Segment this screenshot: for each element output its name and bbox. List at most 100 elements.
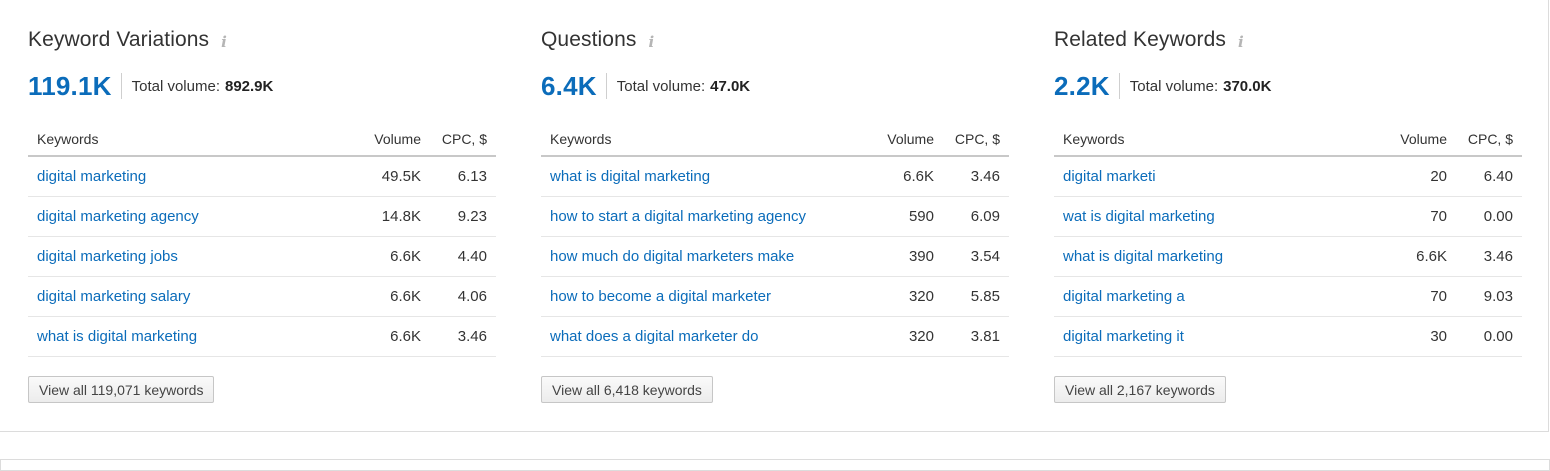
volume-cell: 320 <box>856 316 934 357</box>
cpc-cell: 3.54 <box>934 236 1009 277</box>
table-row: wat is digital marketing 70 0.00 <box>1054 196 1522 237</box>
keyword-link[interactable]: digital marketing jobs <box>28 236 343 277</box>
info-icon[interactable]: i <box>648 32 655 51</box>
widget-title: Related Keywords <box>1054 28 1227 51</box>
keyword-link[interactable]: wat is digital marketing <box>1054 196 1369 237</box>
total-volume-label: Total volume: <box>131 77 220 95</box>
column-header-keywords[interactable]: Keywords <box>541 122 856 157</box>
table-row: how much do digital marketers make 390 3.5… <box>541 236 1009 277</box>
table-row: digital marketing salary 6.6K 4.06 <box>28 276 496 317</box>
keywords-table: Keywords Volume CPC, $ digital marketi 20… <box>1054 122 1522 357</box>
table-body: what is digital marketing 6.6K 3.46 how to … <box>541 156 1009 357</box>
cpc-cell: 5.85 <box>934 276 1009 317</box>
cpc-cell: 6.13 <box>421 156 496 197</box>
keyword-link[interactable]: what does a digital marketer do <box>541 316 856 357</box>
keyword-link[interactable]: digital marketing salary <box>28 276 343 317</box>
keyword-link[interactable]: how to start a digital marketing agency <box>541 196 856 237</box>
info-icon[interactable]: i <box>1238 32 1244 51</box>
volume-cell: 20 <box>1369 156 1447 197</box>
cpc-cell: 0.00 <box>1447 196 1522 237</box>
keyword-link[interactable]: what is digital marketing <box>28 316 343 357</box>
widget-title: Questions <box>541 28 637 51</box>
volume-cell: 320 <box>856 276 934 317</box>
view-all-keywords-button[interactable]: View all 2,167 keywords <box>1054 376 1226 403</box>
volume-cell: 6.6K <box>856 156 934 197</box>
cpc-cell: 3.46 <box>934 156 1009 197</box>
widget-header: Keyword Variations i <box>28 26 227 54</box>
keyword-overview-card: Keyword Variations i 119.1K Total volume… <box>0 0 1549 432</box>
table-row: digital marketing jobs 6.6K 4.40 <box>28 236 496 277</box>
keyword-link[interactable]: what is digital marketing <box>1054 236 1369 277</box>
widget-header: Related Keywords i <box>1054 26 1244 54</box>
volume-cell: 590 <box>856 196 934 237</box>
cpc-cell: 9.03 <box>1447 276 1522 317</box>
column-header-volume[interactable]: Volume <box>1369 122 1447 157</box>
column-header-cpc[interactable]: CPC, $ <box>934 122 1009 157</box>
keywords-table: Keywords Volume CPC, $ digital marketing… <box>28 122 496 357</box>
total-volume-value: 370.0K <box>1223 77 1272 95</box>
total-volume-label: Total volume: <box>616 77 706 95</box>
widget-header: Questions i <box>541 26 654 54</box>
keywords-table: Keywords Volume CPC, $ what is digital m… <box>541 122 1009 357</box>
volume-cell: 6.6K <box>1369 236 1447 277</box>
volume-cell: 390 <box>856 236 934 277</box>
total-volume-value: 47.0K <box>710 77 751 95</box>
cpc-cell: 3.81 <box>934 316 1009 357</box>
metric-divider <box>1118 73 1120 99</box>
keyword-link[interactable]: digital marketing a <box>1054 276 1369 317</box>
column-header-volume[interactable]: Volume <box>856 122 934 157</box>
volume-cell: 6.6K <box>343 236 421 277</box>
keyword-count[interactable]: 119.1K <box>28 70 112 101</box>
keyword-count[interactable]: 2.2K <box>1054 70 1110 101</box>
keyword-count[interactable]: 6.4K <box>541 70 597 101</box>
cpc-cell: 6.09 <box>934 196 1009 237</box>
keyword-link[interactable]: digital marketing agency <box>28 196 343 237</box>
table-row: digital marketing 49.5K 6.13 <box>28 156 496 197</box>
info-icon[interactable]: i <box>221 32 227 51</box>
volume-cell: 6.6K <box>343 276 421 317</box>
volume-cell: 70 <box>1369 196 1447 237</box>
table-row: digital marketing agency 14.8K 9.23 <box>28 196 496 237</box>
column-header-keywords[interactable]: Keywords <box>1054 122 1369 157</box>
keyword-link[interactable]: digital marketi <box>1054 156 1369 197</box>
keyword-link[interactable]: how to become a digital marketer <box>541 276 856 317</box>
cpc-cell: 4.06 <box>421 276 496 317</box>
view-all-keywords-button[interactable]: View all 6,418 keywords <box>541 376 713 403</box>
total-volume-label: Total volume: <box>1129 77 1219 95</box>
cpc-cell: 4.40 <box>421 236 496 277</box>
keyword-link[interactable]: digital marketing <box>28 156 343 197</box>
table-row: digital marketi 20 6.40 <box>1054 156 1522 197</box>
keyword-link[interactable]: digital marketing it <box>1054 316 1369 357</box>
volume-cell: 30 <box>1369 316 1447 357</box>
widget-title: Keyword Variations <box>28 28 210 51</box>
table-row: digital marketing it 30 0.00 <box>1054 316 1522 357</box>
table-row: what is digital marketing 6.6K 3.46 <box>541 156 1009 197</box>
table-body: digital marketi 20 6.40 wat is digital mark… <box>1054 156 1522 357</box>
metric-divider <box>120 73 122 99</box>
cpc-cell: 6.40 <box>1447 156 1522 197</box>
column-header-cpc[interactable]: CPC, $ <box>421 122 496 157</box>
column-header-keywords[interactable]: Keywords <box>28 122 343 157</box>
column-header-cpc[interactable]: CPC, $ <box>1447 122 1522 157</box>
volume-cell: 14.8K <box>343 196 421 237</box>
view-all-keywords-button[interactable]: View all 119,071 keywords <box>28 376 215 403</box>
total-volume-value: 892.9K <box>224 77 274 95</box>
keyword-link[interactable]: how much do digital marketers make <box>541 236 856 277</box>
table-header-row: Keywords Volume CPC, $ <box>541 122 1009 157</box>
cpc-cell: 3.46 <box>1447 236 1522 277</box>
table-row: digital marketing a 70 9.03 <box>1054 276 1522 317</box>
volume-cell: 49.5K <box>343 156 421 197</box>
keyword-link[interactable]: what is digital marketing <box>541 156 856 197</box>
table-body: digital marketing 49.5K 6.13 digital market… <box>28 156 496 357</box>
next-card-edge <box>0 459 1550 471</box>
table-header-row: Keywords Volume CPC, $ <box>1054 122 1522 157</box>
volume-cell: 6.6K <box>343 316 421 357</box>
widget-metrics: 6.4K Total volume: 47.0K <box>541 70 750 102</box>
column-header-volume[interactable]: Volume <box>343 122 421 157</box>
widget-metrics: 2.2K Total volume: 370.0K <box>1054 70 1271 102</box>
metric-divider <box>605 73 607 99</box>
table-row: what does a digital marketer do 320 3.81 <box>541 316 1009 357</box>
table-row: what is digital marketing 6.6K 3.46 <box>28 316 496 357</box>
table-row: what is digital marketing 6.6K 3.46 <box>1054 236 1522 277</box>
cpc-cell: 0.00 <box>1447 316 1522 357</box>
